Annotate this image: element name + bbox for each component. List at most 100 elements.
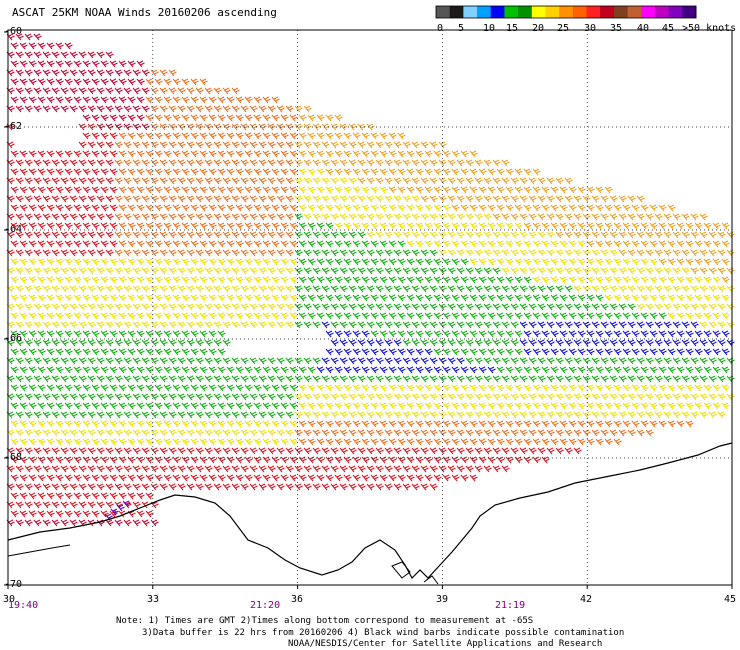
wind-barb (289, 186, 298, 194)
wind-barb (186, 231, 195, 239)
wind-barb (267, 465, 276, 473)
wind-barb (253, 114, 262, 122)
wind-barb (343, 276, 352, 284)
wind-barb (541, 294, 550, 302)
wind-barb (33, 105, 42, 113)
wind-barb (105, 447, 114, 455)
wind-barb (298, 402, 307, 410)
wind-barb (190, 240, 199, 248)
wind-barb (465, 195, 474, 203)
wind-barb (240, 357, 249, 365)
wind-barb (618, 357, 627, 365)
wind-barb (514, 402, 523, 410)
wind-barb (87, 249, 96, 257)
wind-barb (73, 240, 82, 248)
wind-barb (334, 276, 343, 284)
wind-barb (361, 312, 370, 320)
wind-barb (330, 411, 339, 419)
wind-barb (190, 276, 199, 284)
wind-barb (46, 276, 55, 284)
wind-barb (591, 285, 600, 293)
wind-barb (519, 375, 528, 383)
wind-barb (154, 222, 163, 230)
wind-barb (613, 204, 622, 212)
wind-barb (235, 312, 244, 320)
wind-barb (618, 429, 627, 437)
wind-barb (262, 258, 271, 266)
wind-barb (564, 249, 573, 257)
wind-barb (42, 195, 51, 203)
wind-barb (492, 303, 501, 311)
wind-barb (307, 186, 316, 194)
wind-barb (676, 348, 685, 356)
wind-barb (523, 402, 532, 410)
wind-barb (24, 321, 33, 329)
wind-barb (55, 348, 64, 356)
wind-barb (267, 231, 276, 239)
wind-barb (325, 276, 334, 284)
wind-barb (145, 114, 154, 122)
wind-barb (519, 393, 528, 401)
wind-barb (105, 501, 114, 509)
wind-barb (195, 249, 204, 257)
wind-barb (190, 168, 199, 176)
wind-barb (33, 393, 42, 401)
wind-barb (276, 429, 285, 437)
wind-barb (469, 204, 478, 212)
wind-barb (465, 357, 474, 365)
wind-barb (343, 456, 352, 464)
wind-barb (438, 303, 447, 311)
wind-barb (168, 285, 177, 293)
wind-barb (51, 213, 60, 221)
wind-barb (537, 177, 546, 185)
wind-barb (483, 159, 492, 167)
wind-barb (244, 384, 253, 392)
wind-barb (141, 357, 150, 365)
wind-barb (303, 483, 312, 491)
wind-barb (361, 168, 370, 176)
wind-barb (163, 150, 172, 158)
wind-barb (213, 231, 222, 239)
wind-barb (19, 510, 28, 518)
wind-barb (613, 312, 622, 320)
wind-barb (442, 330, 451, 338)
wind-barb (303, 123, 312, 131)
wind-barb (249, 429, 258, 437)
wind-barb (19, 168, 28, 176)
wind-barb (226, 366, 235, 374)
wind-barb (60, 285, 69, 293)
wind-barb (190, 420, 199, 428)
wind-barb (559, 420, 568, 428)
wind-barb (379, 438, 388, 446)
wind-barb (330, 357, 339, 365)
wind-barb (213, 429, 222, 437)
wind-barb (244, 474, 253, 482)
wind-barb (582, 231, 591, 239)
wind-barb (573, 411, 582, 419)
wind-barb (24, 33, 33, 41)
wind-barb (487, 294, 496, 302)
pass-time-1: 19:40 (8, 600, 39, 611)
wind-barb (145, 492, 154, 500)
wind-barb (550, 402, 559, 410)
wind-barb (294, 285, 303, 293)
wind-barb (420, 357, 429, 365)
wind-barb (163, 276, 172, 284)
wind-barb (402, 177, 411, 185)
wind-barb (249, 105, 258, 113)
wind-barb (154, 384, 163, 392)
wind-barb (127, 258, 136, 266)
wind-barb (46, 384, 55, 392)
wind-barb (289, 258, 298, 266)
wind-barb (28, 420, 37, 428)
wind-barb (172, 402, 181, 410)
wind-barb (694, 366, 703, 374)
wind-barb (82, 258, 91, 266)
wind-barb (55, 240, 64, 248)
wind-barb (523, 384, 532, 392)
wind-barb (334, 402, 343, 410)
wind-barb (24, 69, 33, 77)
wind-barb (46, 186, 55, 194)
wind-barb (132, 357, 141, 365)
wind-barb (150, 177, 159, 185)
